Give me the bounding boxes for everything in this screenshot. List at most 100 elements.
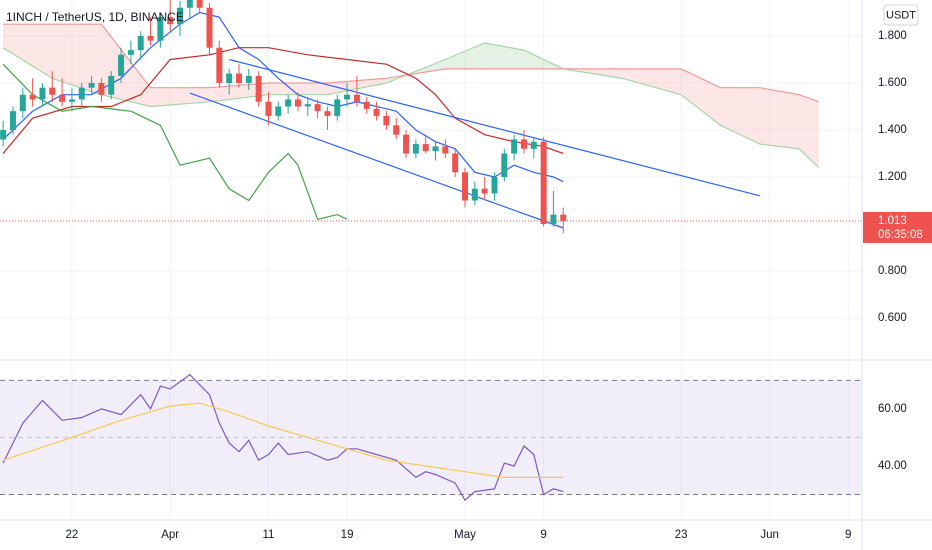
cloud-segment [681, 68, 721, 126]
cloud-segment [799, 94, 819, 168]
cloud-segment [3, 24, 53, 79]
candle-body [275, 106, 282, 116]
candle-body [383, 115, 390, 126]
candle-body [167, 17, 174, 25]
y-tick-label: 40.00 [878, 460, 907, 472]
candle-body [412, 144, 419, 154]
candle-body [353, 94, 360, 102]
x-tick-label: 9 [845, 529, 851, 541]
cloud-segment [52, 24, 102, 95]
overlay-line [2, 63, 348, 221]
candle-body [432, 146, 439, 152]
countdown: 06:35:08 [878, 229, 923, 241]
candle-body [226, 73, 233, 83]
candle-body [324, 111, 331, 116]
cloud-segment [720, 87, 760, 145]
candle-body [373, 108, 380, 116]
candle-body [9, 111, 16, 130]
x-tick-label: May [454, 529, 476, 541]
cloud-segment [268, 83, 328, 95]
candle-body [49, 87, 56, 95]
x-tick-label: 19 [341, 529, 354, 541]
candle-body [59, 94, 66, 102]
candle-body [127, 50, 134, 55]
candle-body [403, 134, 410, 154]
candle-body [363, 101, 370, 109]
candle-body [88, 82, 95, 88]
candle-body [422, 144, 429, 152]
candle-body [39, 87, 46, 100]
candle-body [540, 141, 547, 225]
candle-body [452, 153, 459, 173]
candle-body [186, 0, 193, 8]
candle-body [216, 47, 223, 83]
currency-badge[interactable] [883, 4, 919, 26]
y-tick-label: 1.600 [878, 77, 907, 89]
candle-body [314, 104, 321, 112]
candle-body [393, 125, 400, 135]
cloud-segment [150, 87, 210, 107]
candle-body [550, 214, 557, 225]
y-tick-label: 60.00 [878, 403, 907, 415]
cloud-segment [759, 87, 800, 149]
last-price-label: 1.013 [878, 215, 907, 227]
x-tick-label: 11 [262, 529, 274, 541]
price-pane [0, 0, 862, 234]
candle-body [560, 214, 567, 221]
rsi-line [2, 373, 564, 502]
candle-body [511, 139, 518, 154]
candle-body [137, 35, 144, 51]
cloud-segment [484, 43, 524, 69]
candle-body [196, 0, 203, 8]
rsi-pane [0, 373, 862, 502]
cloud-segment [622, 68, 682, 95]
candle-body [442, 146, 449, 154]
candle-body [147, 35, 154, 41]
y-tick-label: 1.800 [878, 30, 907, 42]
overlay-line [2, 47, 564, 155]
candle-body [344, 94, 351, 100]
candle-body [304, 104, 311, 107]
candle-body [206, 7, 213, 48]
y-tick-label: 1.200 [878, 171, 907, 183]
cloud-segment [445, 43, 485, 69]
x-tick-label: Jun [760, 529, 779, 541]
candle-body [0, 129, 7, 140]
candle-body [29, 94, 36, 100]
candle-body [334, 99, 341, 116]
overlay-line [189, 92, 564, 229]
candle-body [245, 75, 252, 83]
rsi-line [2, 402, 564, 478]
candle-body [462, 172, 469, 201]
candle-body [491, 177, 498, 194]
candle-body [294, 99, 301, 107]
cloud-span-b [3, 23, 820, 103]
overlay-line [229, 58, 760, 197]
x-tick-label: 23 [675, 529, 688, 541]
x-tick-label: 22 [66, 529, 79, 541]
candle-body [68, 99, 75, 102]
currency: USDT [886, 9, 916, 21]
candle-body [177, 7, 184, 25]
cloud-span-a [2, 42, 820, 169]
candle-body [157, 17, 164, 41]
candle-body [471, 188, 478, 201]
cloud-segment [209, 83, 269, 102]
x-tick-label: 9 [540, 529, 546, 541]
candle-body [265, 101, 272, 116]
y-tick-label: 0.800 [878, 265, 907, 277]
candle-body [481, 188, 488, 194]
last-price-box [863, 211, 932, 243]
y-tick-label: 0.600 [878, 312, 907, 324]
candle-body [98, 82, 105, 95]
candle-body [19, 94, 26, 112]
chart-title: 1INCH / TetherUS, 1D, BINANCE [6, 10, 184, 24]
candle-body [285, 99, 292, 107]
candle-body [118, 54, 125, 76]
candle-body [501, 153, 508, 178]
candle-body [235, 73, 242, 83]
candle-body [78, 87, 85, 100]
candle-body [108, 75, 115, 95]
candle-body [520, 139, 527, 149]
